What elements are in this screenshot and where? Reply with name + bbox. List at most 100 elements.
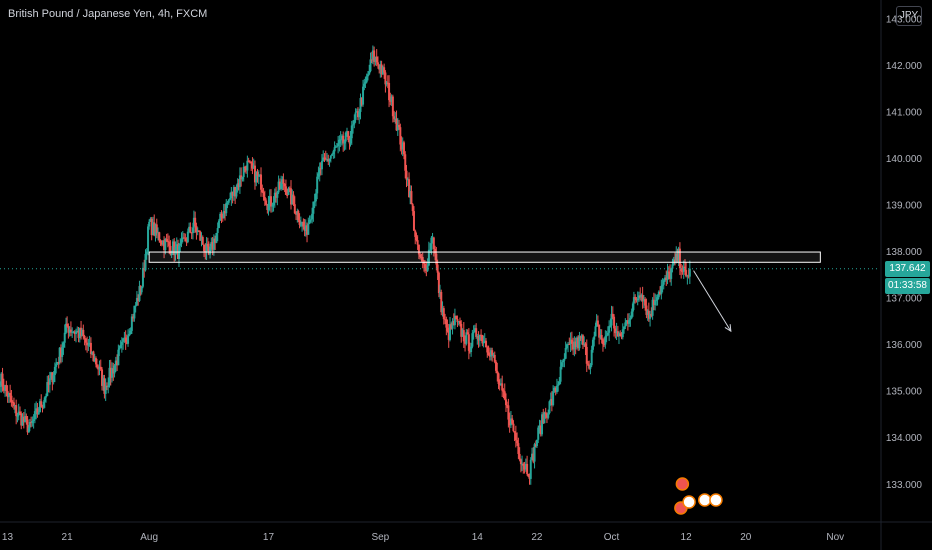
candle-body xyxy=(41,406,44,408)
candle-body xyxy=(616,331,619,337)
candle-body xyxy=(533,444,536,462)
candle-body xyxy=(93,358,96,362)
candle-body xyxy=(585,346,588,364)
candle-body xyxy=(237,183,240,188)
candle-body xyxy=(24,416,27,422)
candle-body xyxy=(6,391,9,398)
candle-body xyxy=(158,232,161,241)
candle-body xyxy=(11,401,14,403)
candle-body xyxy=(201,237,204,245)
candle-body xyxy=(145,251,148,254)
candle-body xyxy=(154,224,157,236)
candle-body xyxy=(322,157,325,161)
candle-body xyxy=(360,98,363,105)
candle-body xyxy=(10,395,13,402)
candle-body xyxy=(415,236,418,241)
candle-body xyxy=(354,112,357,120)
candle-body xyxy=(343,141,346,144)
candle-body xyxy=(189,226,192,233)
candle-body xyxy=(153,222,156,236)
candle-body xyxy=(289,188,292,205)
currency-button[interactable]: JPY xyxy=(896,6,922,26)
candle-body xyxy=(151,222,154,236)
candle-body xyxy=(155,224,158,233)
candle-body xyxy=(448,324,451,340)
candle-body xyxy=(512,423,515,432)
candle-body xyxy=(572,343,575,350)
candle-body xyxy=(419,254,422,257)
candle-body xyxy=(12,402,15,406)
candle-body xyxy=(217,220,220,229)
candle-body xyxy=(416,240,419,245)
candle-body xyxy=(636,298,639,301)
candle-body xyxy=(603,344,606,346)
candle-body xyxy=(461,330,464,337)
candle-body xyxy=(306,225,309,235)
candle-body xyxy=(685,269,688,277)
candle-body xyxy=(222,211,225,219)
candle-body xyxy=(277,181,280,193)
candle-body xyxy=(81,329,84,336)
y-tick-label: 137.000 xyxy=(886,294,923,305)
candle-body xyxy=(337,143,340,147)
candle-body xyxy=(349,138,352,144)
candle-body xyxy=(105,385,108,388)
candle-body xyxy=(314,193,317,202)
candle-body xyxy=(179,243,182,246)
candle-body xyxy=(490,350,493,357)
candle-body xyxy=(518,453,521,460)
candle-body xyxy=(531,453,534,460)
candle-body xyxy=(223,211,226,214)
candle-body xyxy=(225,202,228,214)
candle-body xyxy=(686,275,689,277)
candle-body xyxy=(109,367,112,378)
candle-body xyxy=(7,392,10,398)
candle-body xyxy=(260,174,263,190)
candle-body xyxy=(83,335,86,339)
candle-body xyxy=(644,299,647,306)
candle-body xyxy=(447,330,450,340)
candle-body xyxy=(261,189,264,193)
projection-arrowhead xyxy=(724,324,732,333)
candle-body xyxy=(527,473,530,477)
candle-body xyxy=(495,361,498,371)
candle-body xyxy=(606,332,609,336)
candle-body xyxy=(231,191,234,196)
candle-body xyxy=(282,179,285,184)
candle-body xyxy=(210,241,213,247)
candle-body xyxy=(234,187,237,197)
candle-body xyxy=(390,96,393,102)
candle-body xyxy=(393,116,396,119)
candle-body xyxy=(426,265,429,271)
candle-body xyxy=(640,294,643,298)
candle-body xyxy=(467,334,470,351)
candle-body xyxy=(16,415,19,417)
candle-body xyxy=(565,344,568,348)
candle-body xyxy=(47,382,50,385)
candle-body xyxy=(66,323,69,327)
candle-body xyxy=(593,336,596,340)
candle-body xyxy=(2,386,5,391)
candle-body xyxy=(446,327,449,331)
candle-body xyxy=(608,326,611,333)
candle-body xyxy=(38,401,41,413)
candle-body xyxy=(87,344,90,346)
candle-body xyxy=(206,243,209,247)
candle-body xyxy=(584,343,587,347)
candle-body xyxy=(328,158,331,162)
candle-body xyxy=(553,387,556,392)
candle-body xyxy=(436,264,439,273)
candle-body xyxy=(400,144,403,150)
candle-body xyxy=(634,297,637,299)
candle-body xyxy=(214,238,217,243)
candle-body xyxy=(594,326,597,337)
event-marker-icon xyxy=(675,477,690,491)
candle-body xyxy=(370,59,373,61)
candle-body xyxy=(353,119,356,125)
candle-body xyxy=(614,328,617,334)
candle-body xyxy=(273,192,276,203)
candle-body xyxy=(439,291,441,294)
candle-body xyxy=(641,294,644,302)
candle-body xyxy=(374,56,377,62)
